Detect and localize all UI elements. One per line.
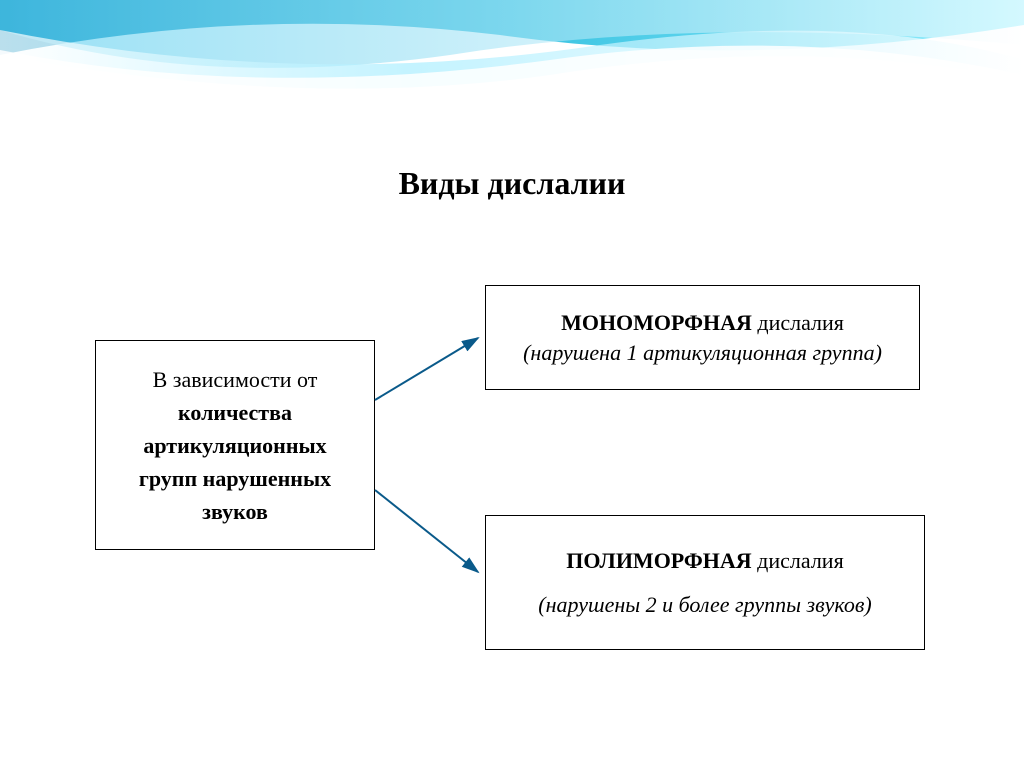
monomorphic-suffix: дислалия	[752, 310, 844, 335]
arrow-top	[370, 320, 490, 420]
monomorphic-box: МОНОМОРФНАЯ дислалия (нарушена 1 артикул…	[485, 285, 920, 390]
polymorphic-suffix: дислалия	[752, 548, 844, 573]
wave-svg	[0, 0, 1024, 140]
polymorphic-title-line: ПОЛИМОРФНАЯ дислалия	[566, 548, 843, 574]
monomorphic-title-line: МОНОМОРФНАЯ дислалия	[561, 310, 844, 336]
criteria-prefix: В зависимости от	[153, 367, 318, 392]
arrow-bottom	[370, 480, 490, 590]
monomorphic-sub: (нарушена 1 артикуляционная группа)	[523, 340, 882, 366]
wave-decoration	[0, 0, 1024, 140]
polymorphic-label: ПОЛИМОРФНАЯ	[566, 548, 751, 573]
monomorphic-label: МОНОМОРФНАЯ	[561, 310, 752, 335]
criteria-box: В зависимости от количества артикуляцион…	[95, 340, 375, 550]
criteria-text: В зависимости от количества артикуляцион…	[116, 363, 354, 528]
title-text: Виды дислалии	[399, 165, 626, 201]
page-title: Виды дислалии	[0, 165, 1024, 202]
criteria-bold: количества артикуляционных групп нарушен…	[139, 400, 331, 524]
polymorphic-sub: (нарушены 2 и более группы звуков)	[538, 592, 871, 618]
polymorphic-box: ПОЛИМОРФНАЯ дислалия (нарушены 2 и более…	[485, 515, 925, 650]
